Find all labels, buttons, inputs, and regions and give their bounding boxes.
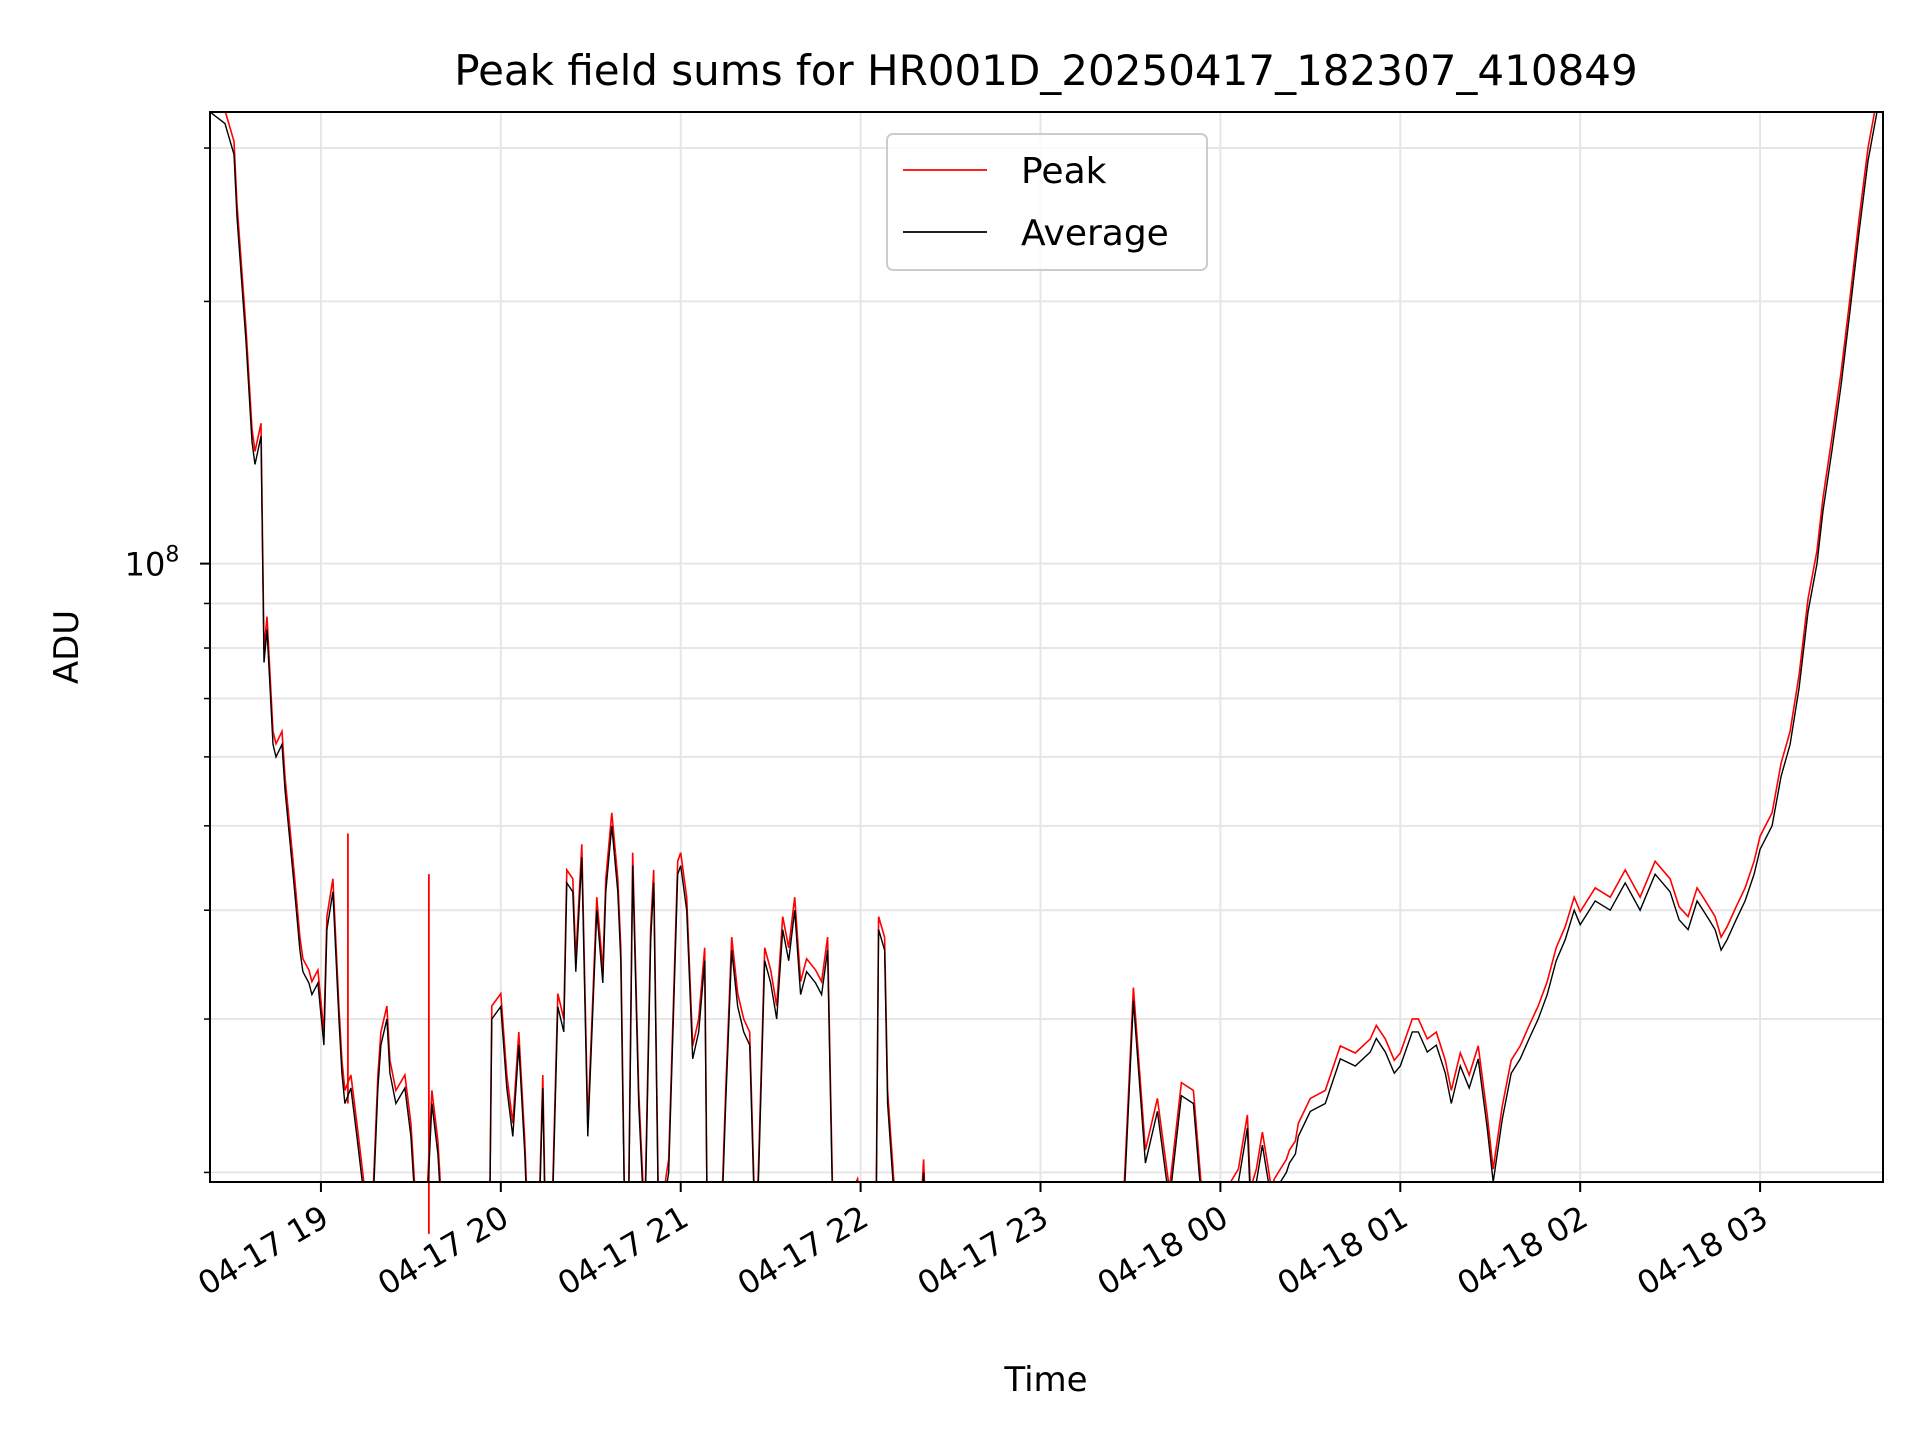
legend-label-peak: Peak (1021, 151, 1107, 192)
y-tick-label: 108 (125, 543, 180, 584)
legend-label-average: Average (1021, 213, 1169, 254)
x-axis-label: Time (1003, 1360, 1087, 1400)
series-peak-line (224, 112, 1876, 1182)
grid (210, 112, 1883, 1182)
axes-frame (209, 111, 1884, 1183)
chart-title: Peak field sums for HR001D_20250417_1823… (454, 46, 1638, 95)
y-axis-label: ADU (47, 610, 87, 684)
y-axis: 108 (125, 147, 210, 1174)
legend-box (886, 133, 1208, 271)
series-layer (210, 112, 1878, 1234)
legend: Peak Average (886, 133, 1208, 271)
series-average-line (210, 112, 1878, 1182)
